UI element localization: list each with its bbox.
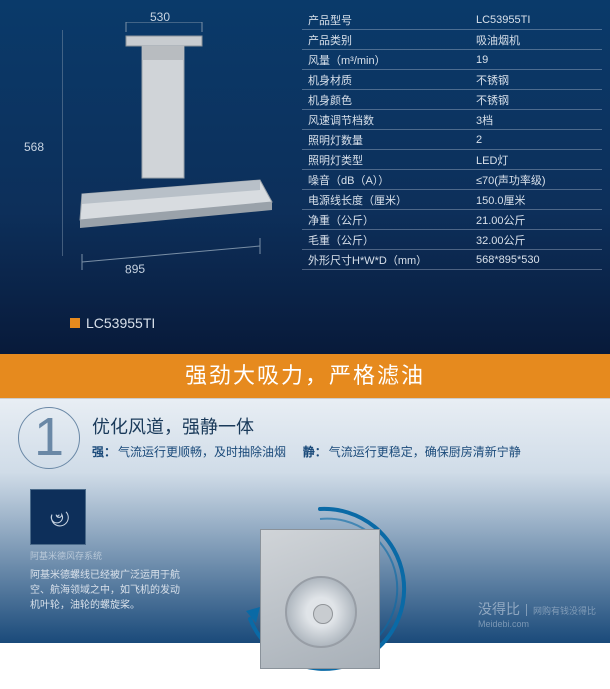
spec-row: 机身颜色不锈钢 [302,90,602,110]
spec-value: 不锈钢 [470,90,602,110]
fan-impeller [285,576,357,648]
watermark: 没得比 网购有钱没得比 Meidebi.com [478,599,596,629]
spec-row: 照明灯数量2 [302,130,602,150]
range-hood-illustration [62,22,292,272]
section-subtitle: 强：气流运行更顺畅，及时抽除油烟 静：气流运行更稳定，确保厨房清新宁静 [92,443,592,460]
spec-label: 照明灯数量 [302,130,470,150]
spec-label: 机身材质 [302,70,470,90]
inset-description: 阿基米德螺线已经被广泛运用于航空、航海领域之中，如飞机的发动机叶轮，油轮的螺旋桨… [30,568,180,613]
section-title: 优化风道，强静一体 [92,413,254,439]
fan-hub [313,604,333,624]
product-spec-panel: 530 568 895 LC53955TI 产品型号LC53955TI产品类别吸… [0,0,610,354]
fan-housing [260,529,380,669]
spec-value: LC53955TI [470,10,602,30]
dimension-diagram: 530 568 895 [20,10,300,310]
section-number: 1 [18,407,80,469]
spec-row: 风量（m³/min）19 [302,50,602,70]
fan-illustration [230,499,410,679]
spec-row: 机身材质不锈钢 [302,70,602,90]
spec-label: 风速调节档数 [302,110,470,130]
spiral-icon [30,489,86,545]
spec-value: 568*895*530 [470,250,602,270]
spec-row: 净重（公斤）21.00公斤 [302,210,602,230]
spec-label: 噪音（dB（A）） [302,170,470,190]
spec-table: 产品型号LC53955TI产品类别吸油烟机风量（m³/min）19机身材质不锈钢… [302,10,602,270]
spec-value: 150.0厘米 [470,190,602,210]
spec-value: 不锈钢 [470,70,602,90]
spec-row: 风速调节档数3档 [302,110,602,130]
spec-row: 噪音（dB（A））≤70(声功率级) [302,170,602,190]
watermark-sub: 网购有钱没得比 [533,606,596,616]
dim-height: 568 [24,140,44,154]
quiet-text: 气流运行更稳定，确保厨房清新宁静 [329,445,521,459]
spec-row: 外形尺寸H*W*D（mm）568*895*530 [302,250,602,270]
spec-value: 32.00公斤 [470,230,602,250]
spec-value: ≤70(声功率级) [470,170,602,190]
spec-label: 外形尺寸H*W*D（mm） [302,250,470,270]
spec-label: 电源线长度（厘米） [302,190,470,210]
spec-value: 21.00公斤 [470,210,602,230]
bullet-icon [70,318,80,328]
spec-label: 产品类别 [302,30,470,50]
spec-label: 产品型号 [302,10,470,30]
spec-row: 产品型号LC53955TI [302,10,602,30]
spec-label: 风量（m³/min） [302,50,470,70]
inset-infobox: 阿基米德风存系统 阿基米德螺线已经被广泛运用于航空、航海领域之中，如飞机的发动机… [30,489,180,613]
watermark-url: Meidebi.com [478,619,596,629]
spec-label: 毛重（公斤） [302,230,470,250]
spec-label: 照明灯类型 [302,150,470,170]
spec-value: 19 [470,50,602,70]
watermark-main: 没得比 [478,601,520,617]
spec-value: 吸油烟机 [470,30,602,50]
quiet-label: 静： [303,445,327,459]
spec-row: 产品类别吸油烟机 [302,30,602,50]
spec-row: 毛重（公斤）32.00公斤 [302,230,602,250]
spec-label: 机身颜色 [302,90,470,110]
spec-label: 净重（公斤） [302,210,470,230]
spec-value: 3档 [470,110,602,130]
spec-row: 电源线长度（厘米）150.0厘米 [302,190,602,210]
strong-label: 强： [92,445,116,459]
model-label: LC53955TI [70,315,155,331]
spec-value: LED灯 [470,150,602,170]
headline-banner: 强劲大吸力，严格滤油 [0,354,610,398]
spec-value: 2 [470,130,602,150]
inset-label: 阿基米德风存系统 [30,549,180,562]
feature-section-1: 1 优化风道，强静一体 强：气流运行更顺畅，及时抽除油烟 静：气流运行更稳定，确… [0,398,610,643]
model-text: LC53955TI [86,315,155,331]
strong-text: 气流运行更顺畅，及时抽除油烟 [118,445,286,459]
spec-row: 照明灯类型LED灯 [302,150,602,170]
